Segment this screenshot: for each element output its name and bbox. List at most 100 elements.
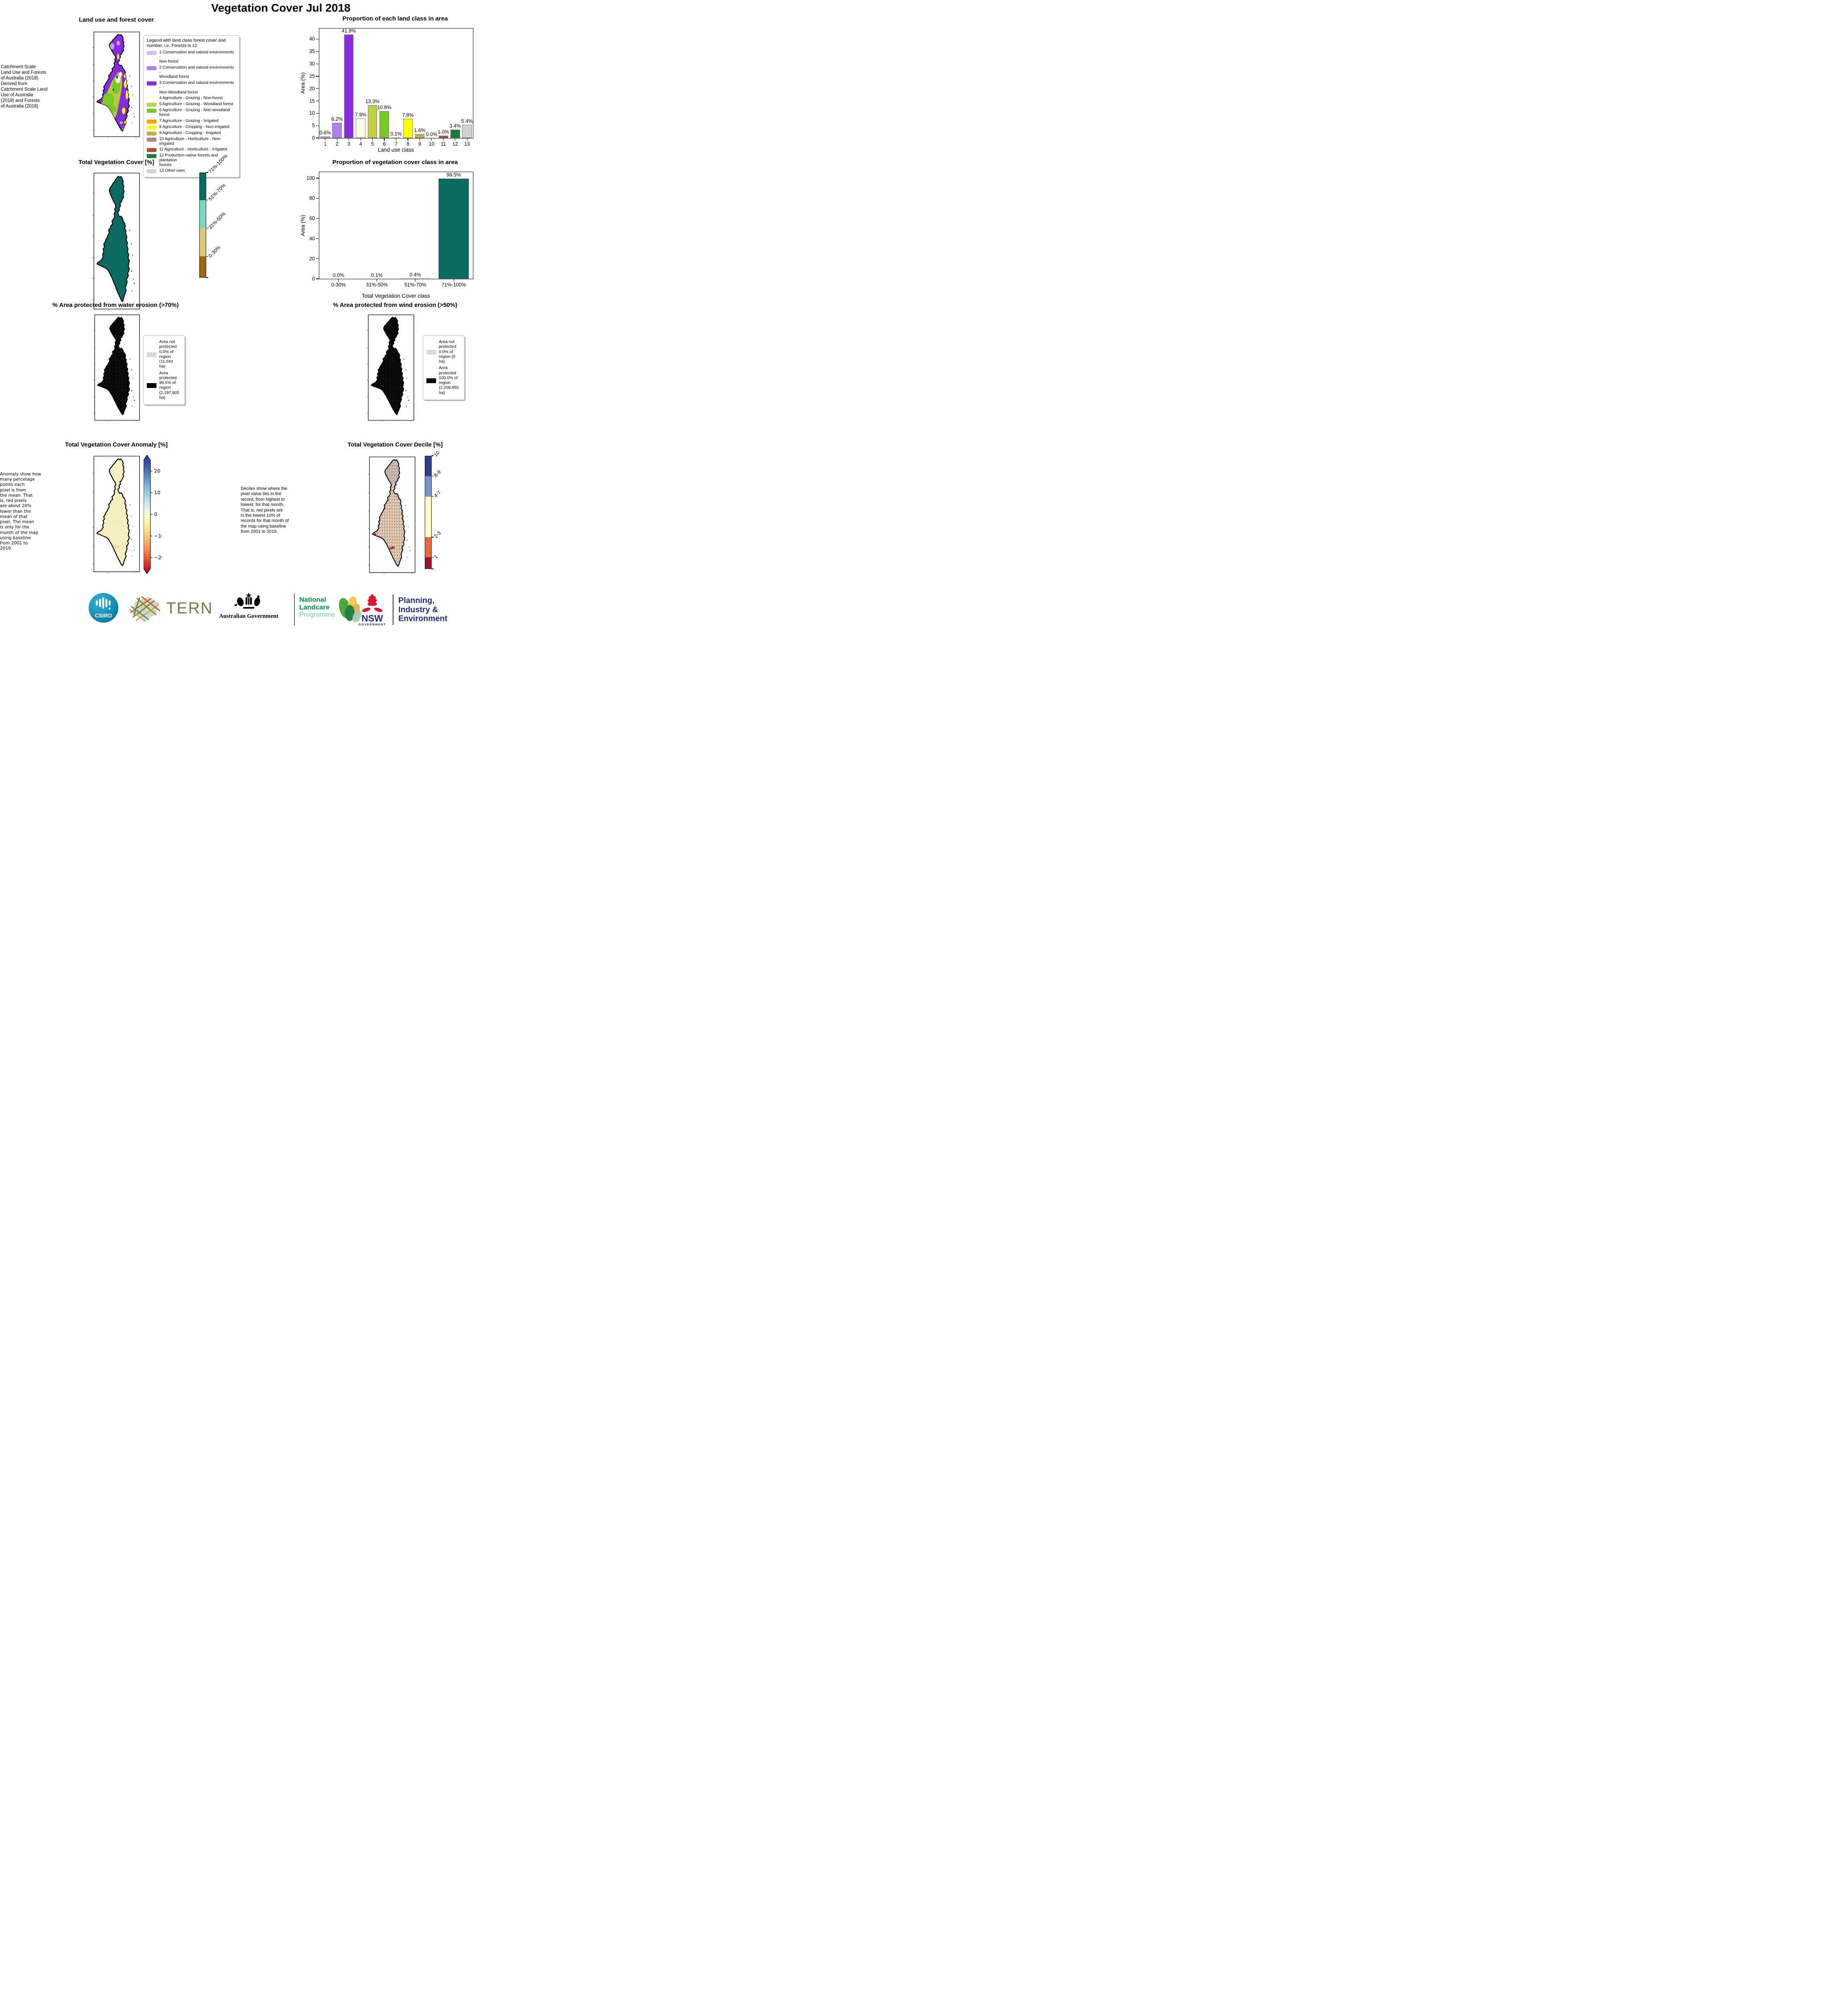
page-title: Vegetation Cover Jul 2018 bbox=[211, 2, 351, 14]
aus-gov-crest-icon bbox=[233, 592, 265, 612]
dept-text: Planning, Industry & Environment bbox=[398, 596, 447, 623]
legend-label: 6 Agriculture - Grazing - Non-woodland f… bbox=[159, 108, 230, 118]
colorbar-segment bbox=[425, 476, 431, 497]
veg-class-chart: 0 20 40 60 80 100 0.0% 0-30% 0.1% 31%-50% 0.4% 51%-… bbox=[306, 172, 473, 288]
y-tick-label: 35 bbox=[309, 49, 315, 55]
x-tick-label: 71%-100% bbox=[441, 282, 466, 288]
legend-item: 2 Conservation and natural environments … bbox=[147, 65, 236, 79]
land-class-chart-xlabel: Land use class bbox=[377, 147, 414, 153]
landcare-text: National Landcare Programme bbox=[299, 596, 335, 619]
colorbar-body bbox=[425, 456, 432, 569]
aus-gov-text: Australian Government bbox=[219, 613, 278, 619]
bar-value-label: 41.9% bbox=[341, 28, 356, 34]
legend-item: Area not protected 0.0% of region (0 ha) bbox=[426, 340, 461, 364]
x-tick-label: 1 bbox=[324, 141, 327, 147]
veg-cover-map bbox=[91, 172, 140, 311]
colorbar-body bbox=[199, 173, 206, 278]
y-tick bbox=[316, 198, 319, 199]
legend-item: Area protected 100.0% of region (2,208,8… bbox=[426, 366, 461, 396]
bar-value-label: 0.1% bbox=[371, 272, 383, 278]
legend-label: 9 Agriculture - Cropping - Irrigated bbox=[159, 130, 221, 135]
legend-label: 2 Conservation and natural environments … bbox=[159, 65, 234, 79]
legend-item: 11 Agriculture - Horticulture - Irrigate… bbox=[147, 147, 236, 152]
legend-swatch bbox=[147, 352, 156, 357]
landcare-leaf-icon bbox=[338, 593, 363, 624]
bar-value-label: 13.3% bbox=[365, 99, 380, 105]
y-tick-label: 0 bbox=[312, 276, 315, 282]
legend-label: 10 Agriculture - Horticulture - Non-irri… bbox=[159, 136, 221, 146]
colorbar-segment bbox=[200, 228, 206, 256]
veg-class-chart-title: Proportion of vegetation cover class in … bbox=[332, 159, 458, 166]
dept-line3: Environment bbox=[398, 614, 448, 623]
legend-swatch bbox=[147, 81, 156, 86]
legend-item: Area not protected 0.5% of region (11,04… bbox=[147, 340, 181, 370]
water-erosion-map bbox=[92, 314, 140, 422]
bar-value-label: 5.4% bbox=[461, 118, 473, 124]
legend-swatch bbox=[147, 169, 156, 174]
legend-swatch bbox=[147, 125, 156, 130]
y-tick-label: 20 bbox=[309, 85, 315, 91]
colorbar-segment bbox=[425, 456, 431, 477]
landcare-line1: National bbox=[299, 596, 327, 603]
legend-label: 8 Agriculture - Cropping - Non-irrigated bbox=[159, 124, 229, 129]
land-class-chart-ylabel: Area (%) bbox=[300, 72, 306, 94]
legend-item: 12 Production native forests and plantat… bbox=[147, 153, 236, 167]
legend-swatch bbox=[426, 349, 436, 355]
dept-line1: Planning, bbox=[398, 596, 434, 605]
y-tick-label: 40 bbox=[309, 236, 315, 242]
x-tick bbox=[443, 138, 444, 141]
legend-label: 12 Production native forests and plantat… bbox=[159, 153, 218, 167]
y-tick-label: 10 bbox=[309, 110, 315, 116]
water-erosion-legend: Area not protected 0.5% of region (11,04… bbox=[143, 335, 185, 405]
legend-label: Area not protected 0.5% of region (11,04… bbox=[159, 340, 177, 369]
legend-swatch bbox=[147, 66, 156, 71]
legend-item: 4 Agriculture - Grazing - Non-forest bbox=[147, 96, 236, 101]
land-use-legend-title: Legend with land class forest cover and … bbox=[147, 38, 226, 49]
legend-swatch bbox=[147, 109, 156, 113]
bar bbox=[379, 111, 389, 138]
bar-value-label: 7.8% bbox=[402, 112, 414, 118]
csiro-logo-text: CSIRO bbox=[95, 613, 112, 619]
x-tick bbox=[372, 138, 373, 141]
landcare-line2: Landcare bbox=[299, 603, 330, 611]
legend-item: 3 Conservation and natural environments … bbox=[147, 81, 236, 95]
x-tick-label: 51%-70% bbox=[404, 282, 426, 288]
legend-label: Area protected 99.5% of region (2,197,80… bbox=[159, 371, 179, 400]
colorbar-tick bbox=[206, 277, 208, 278]
y-tick-label: 40 bbox=[309, 36, 315, 42]
bar-value-label: 6.2% bbox=[331, 116, 343, 122]
decile-title: Total Vegetation Cover Decile [%] bbox=[347, 441, 443, 448]
legend-item: 9 Agriculture - Cropping - Irrigated bbox=[147, 131, 236, 136]
land-use-legend: Legend with land class forest cover and … bbox=[143, 35, 239, 178]
x-tick-label: 2 bbox=[335, 141, 339, 147]
bar-value-label: 0.6% bbox=[319, 130, 331, 136]
y-tick-label: 25 bbox=[309, 73, 315, 79]
wind-erosion-title: % Area protected from wind erosion (>50%… bbox=[333, 302, 457, 309]
legend-label: 13 Other uses bbox=[159, 169, 185, 173]
nsw-waratah-icon bbox=[359, 591, 385, 614]
x-tick bbox=[415, 279, 416, 282]
legend-swatch bbox=[147, 51, 156, 55]
y-tick-label: 100 bbox=[306, 175, 315, 181]
colorbar-label: 1 bbox=[433, 553, 439, 560]
colorbar-label: 0-30% bbox=[207, 244, 222, 259]
x-tick-label: 12 bbox=[452, 141, 458, 147]
colorbar-segment bbox=[425, 537, 431, 558]
bar-value-label: 1.6% bbox=[414, 128, 426, 134]
x-tick-label: 5 bbox=[371, 141, 374, 147]
x-tick-label: 31%-50% bbox=[366, 282, 388, 288]
colorbar-segment bbox=[200, 173, 206, 200]
legend-item: Area protected 99.5% of region (2,197,80… bbox=[147, 371, 181, 401]
colorbar-segment bbox=[425, 496, 431, 537]
bar bbox=[438, 135, 448, 138]
bar-value-label: 10.8% bbox=[377, 105, 392, 111]
bar-value-label: 0.1% bbox=[390, 131, 402, 137]
colorbar-tick bbox=[432, 496, 434, 497]
veg-cover-colorbar: 71%-100% 51%-70% 31%-50% 0-30% bbox=[199, 153, 229, 278]
wind-erosion-map bbox=[366, 314, 415, 422]
legend-item: 10 Agriculture - Horticulture - Non-irri… bbox=[147, 137, 236, 146]
bar-value-label: 0.0% bbox=[333, 272, 345, 278]
legend-item: 8 Agriculture - Cropping - Non-irrigated bbox=[147, 125, 236, 130]
land-use-note: Catchment Scale Land Use and Forests of … bbox=[1, 65, 48, 109]
logo-divider-2 bbox=[393, 595, 394, 625]
